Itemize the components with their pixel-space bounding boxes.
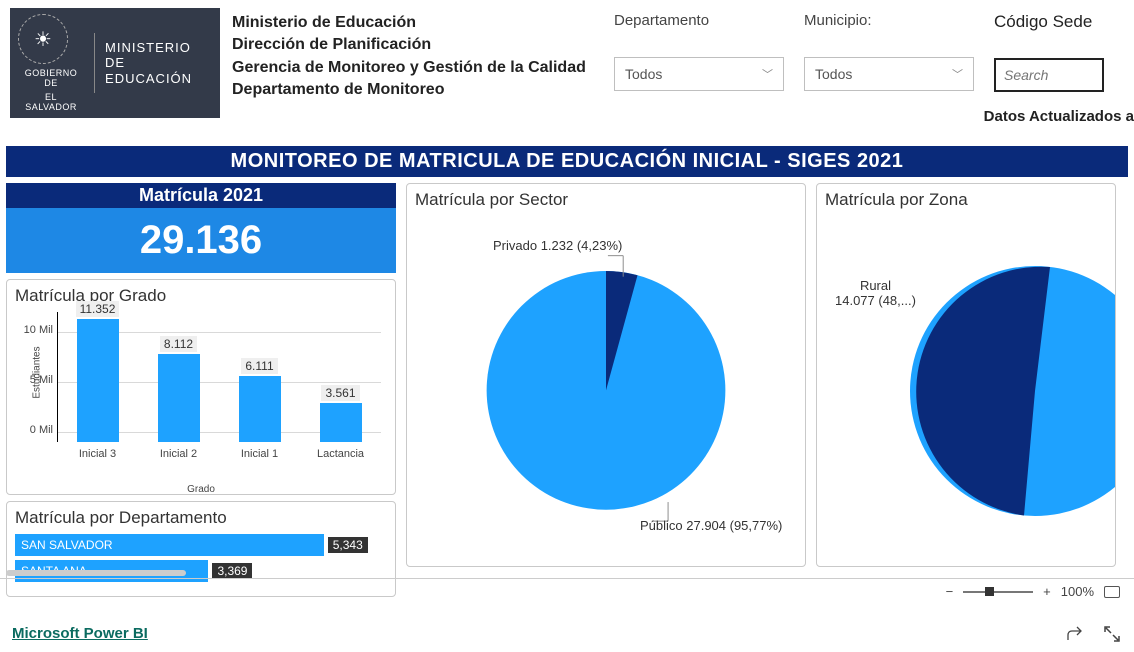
fit-to-page-icon[interactable] (1104, 586, 1120, 598)
bar-lactancia[interactable]: 3.561Lactancia (312, 385, 370, 442)
grado-bar-chart[interactable]: Estudiantes 0 Mil 5 Mil 10 Mil 11.352Ini… (15, 312, 387, 462)
zoom-controls: − + 100% (946, 584, 1120, 599)
bar-rect (77, 319, 119, 442)
org-line: Dirección de Planificación (232, 34, 592, 56)
bar-rect (158, 354, 200, 442)
coat-of-arms-icon: ☀ (18, 14, 68, 64)
pie-label-privado: Privado 1.232 (4,23%) (493, 238, 622, 253)
zoom-percent: 100% (1061, 584, 1094, 599)
dept-value-label: 5,343 (328, 537, 368, 553)
grado-chart-card: Matrícula por Grado Estudiantes 0 Mil 5 … (6, 279, 396, 495)
dept-value-label: 3,369 (212, 563, 252, 579)
horizontal-scrollbar[interactable] (6, 570, 186, 576)
kpi-value: 29.136 (6, 208, 396, 273)
bar-inicial-1[interactable]: 6.111Inicial 1 (231, 358, 289, 442)
y-axis-label: Estudiantes (32, 346, 43, 398)
bar-value-label: 3.561 (321, 385, 359, 401)
dashboard-title: MONITOREO DE MATRICULA DE EDUCACIÓN INIC… (6, 146, 1128, 177)
ministry-line1: MINISTERIO (105, 40, 212, 56)
org-line: Ministerio de Educación (232, 12, 592, 34)
bar-category-label: Inicial 2 (150, 448, 208, 460)
zona-chart-title: Matrícula por Zona (825, 190, 1107, 210)
filter-departamento-label: Departamento (614, 12, 784, 29)
filter-municipio-label: Municipio: (804, 12, 974, 29)
footer-divider (0, 578, 1134, 579)
bar-inicial-3[interactable]: 11.352Inicial 3 (69, 301, 127, 442)
fullscreen-icon[interactable] (1104, 626, 1120, 642)
org-titles: Ministerio de Educación Dirección de Pla… (232, 12, 592, 102)
logo-divider (94, 33, 95, 93)
org-line: Departamento de Monitoreo (232, 79, 592, 101)
departamento-chart-card: Matrícula por Departamento SAN SALVADOR5… (6, 501, 396, 597)
datos-actualizados-label: Datos Actualizados a (984, 108, 1134, 125)
zoom-slider-knob[interactable] (985, 587, 994, 596)
y-tick: 5 Mil (15, 374, 53, 386)
pie-label-rural: Rural 14.077 (48,...) (835, 278, 916, 308)
y-tick: 0 Mil (15, 424, 53, 436)
header-bar: ☀ GOBIERNO DE EL SALVADOR MINISTERIO DE … (0, 0, 1134, 118)
x-axis-label: Grado (15, 484, 387, 495)
search-input[interactable] (994, 58, 1104, 92)
bar-category-label: Inicial 3 (69, 448, 127, 460)
dept-row-san-salvador[interactable]: SAN SALVADOR5,343 (15, 534, 387, 556)
pie-label-rural-value: 14.077 (48,...) (835, 293, 916, 308)
departamento-value: Todos (625, 66, 662, 82)
bar-rect (239, 376, 281, 442)
pie-label-rural-name: Rural (835, 278, 916, 293)
kpi-title: Matrícula 2021 (6, 183, 396, 208)
bar-value-label: 6.111 (241, 358, 277, 374)
zoom-out-button[interactable]: − (946, 584, 954, 599)
gov-line2: EL SALVADOR (18, 92, 84, 112)
municipio-value: Todos (815, 66, 852, 82)
chevron-down-icon: ﹀ (952, 66, 963, 82)
sector-chart-card: Matrícula por Sector Privado 1.232 (4,23… (406, 183, 806, 567)
powerbi-link[interactable]: Microsoft Power BI (12, 625, 148, 642)
ministry-line2: DE EDUCACIÓN (105, 55, 212, 86)
zoom-in-button[interactable]: + (1043, 584, 1051, 599)
chevron-down-icon: ﹀ (762, 66, 773, 82)
bar-category-label: Lactancia (312, 448, 370, 460)
bar-value-label: 11.352 (76, 301, 120, 317)
zoom-slider[interactable] (963, 591, 1033, 593)
org-line: Gerencia de Monitoreo y Gestión de la Ca… (232, 57, 592, 79)
sector-chart-title: Matrícula por Sector (415, 190, 797, 210)
dept-bar: SAN SALVADOR (15, 534, 324, 556)
departamento-dropdown[interactable]: Todos ﹀ (614, 57, 784, 91)
bar-category-label: Inicial 1 (231, 448, 289, 460)
zona-chart-card: Matrícula por Zona Rural 14.077 (48,...) (816, 183, 1116, 567)
share-icon[interactable] (1066, 626, 1082, 642)
municipio-dropdown[interactable]: Todos ﹀ (804, 57, 974, 91)
gov-logo-block: ☀ GOBIERNO DE EL SALVADOR MINISTERIO DE … (10, 8, 220, 118)
bar-inicial-2[interactable]: 8.112Inicial 2 (150, 336, 208, 442)
y-tick: 10 Mil (15, 324, 53, 336)
pie-label-publico: Público 27.904 (95,77%) (640, 518, 782, 533)
departamento-chart-title: Matrícula por Departamento (15, 508, 387, 528)
kpi-card: Matrícula 2021 29.136 (6, 183, 396, 273)
bar-value-label: 8.112 (160, 336, 197, 352)
sector-pie-chart[interactable]: Privado 1.232 (4,23%) Público 27.904 (95… (415, 216, 797, 536)
search-label: Código Sede (994, 12, 1124, 32)
zona-pie-chart[interactable]: Rural 14.077 (48,...) (825, 216, 1107, 536)
gov-line1: GOBIERNO DE (18, 68, 84, 88)
bar-rect (320, 403, 362, 442)
